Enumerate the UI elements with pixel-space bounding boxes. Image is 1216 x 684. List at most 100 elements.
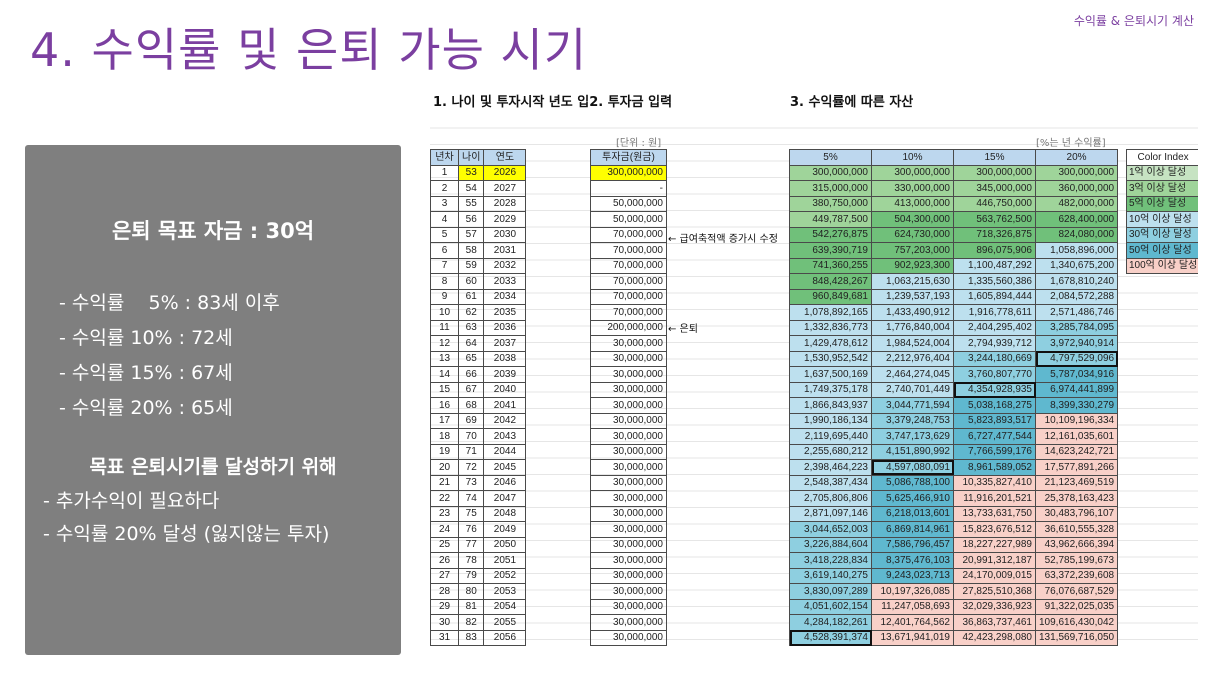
table-cell[interactable]: 30,000,000 — [590, 536, 667, 553]
table-cell[interactable]: 30,000,000 — [590, 366, 667, 383]
table-cell[interactable]: 6,974,441,899 — [1034, 381, 1119, 398]
table-cell[interactable]: 2045 — [483, 459, 527, 476]
table-cell[interactable]: 2056 — [483, 629, 527, 646]
table-cell[interactable]: 1,605,894,444 — [953, 288, 1036, 305]
table-cell[interactable]: 20 — [430, 459, 459, 476]
table-cell[interactable]: 2 — [430, 180, 459, 197]
table-cell[interactable]: 19 — [430, 443, 459, 460]
table-cell[interactable]: 1,637,500,169 — [789, 366, 872, 383]
table-cell[interactable]: 3,760,807,770 — [953, 366, 1036, 383]
table-cell[interactable]: 50,000,000 — [590, 211, 667, 228]
table-cell[interactable]: 11 — [430, 319, 459, 336]
table-cell[interactable]: 30,000,000 — [590, 521, 667, 538]
table-cell[interactable]: 78 — [457, 552, 485, 569]
table-cell[interactable]: 13,671,941,019 — [871, 629, 954, 646]
table-cell[interactable]: 848,428,267 — [789, 273, 872, 290]
table-cell[interactable]: 91,322,025,035 — [1034, 598, 1119, 615]
table-cell[interactable]: 1,984,524,004 — [871, 335, 954, 352]
table-cell[interactable]: 1,429,478,612 — [789, 335, 872, 352]
spreadsheet[interactable]: [단위 : 원] [%는 년 수익률] 년차 나이 연도 1 53 2026 2 54 2… — [430, 112, 1198, 655]
table-cell[interactable]: 2036 — [483, 319, 527, 336]
table-cell[interactable]: 53 — [457, 164, 485, 181]
table-cell[interactable]: 2052 — [483, 567, 527, 584]
table-cell[interactable]: 1,100,487,292 — [953, 257, 1036, 274]
table-cell[interactable]: 18 — [430, 428, 459, 445]
table-cell[interactable]: 2032 — [483, 257, 527, 274]
table-cell[interactable]: 15 — [430, 381, 459, 398]
table-cell[interactable]: 896,075,906 — [953, 242, 1036, 259]
table-cell[interactable]: 30,000,000 — [590, 598, 667, 615]
table-cell[interactable]: 5,086,788,100 — [871, 474, 954, 491]
table-cell[interactable]: 10,335,827,410 — [953, 474, 1036, 491]
table-cell[interactable]: 3,619,140,275 — [789, 567, 872, 584]
table-cell[interactable]: 6,218,013,601 — [871, 505, 954, 522]
table-cell[interactable]: 36,610,555,328 — [1034, 521, 1119, 538]
table-cell[interactable]: 12,401,764,562 — [871, 614, 954, 631]
table-cell[interactable]: 2,794,939,712 — [953, 335, 1036, 352]
table-cell[interactable]: 2047 — [483, 490, 527, 507]
table-cell[interactable]: 77 — [457, 536, 485, 553]
table-cell[interactable]: 10,197,326,085 — [871, 583, 954, 600]
table-cell[interactable]: 741,360,255 — [789, 257, 872, 274]
table-cell[interactable]: 345,000,000 — [953, 180, 1036, 197]
table-cell[interactable]: 75 — [457, 505, 485, 522]
table-cell[interactable]: 64 — [457, 335, 485, 352]
table-cell[interactable]: 30,000,000 — [590, 443, 667, 460]
table-cell[interactable]: 24,170,009,015 — [953, 567, 1036, 584]
table-cell[interactable]: 30,483,796,107 — [1034, 505, 1119, 522]
table-cell[interactable]: 2034 — [483, 288, 527, 305]
table-cell[interactable]: 824,080,000 — [1034, 226, 1119, 243]
table-cell[interactable]: 13 — [430, 350, 459, 367]
table-cell[interactable]: 17 — [430, 412, 459, 429]
table-cell[interactable]: 315,000,000 — [789, 180, 872, 197]
table-cell[interactable]: 3,972,940,914 — [1034, 335, 1119, 352]
table-cell[interactable]: 70,000,000 — [590, 288, 667, 305]
table-cell[interactable]: 4,797,529,096 — [1034, 350, 1119, 367]
table-cell[interactable]: 2028 — [483, 195, 527, 212]
table-cell[interactable]: 300,000,000 — [590, 164, 667, 181]
table-cell[interactable]: 81 — [457, 598, 485, 615]
table-cell[interactable]: 67 — [457, 381, 485, 398]
table-cell[interactable]: 30,000,000 — [590, 335, 667, 352]
table-cell[interactable]: 2,212,976,404 — [871, 350, 954, 367]
table-cell[interactable]: 1,340,675,200 — [1034, 257, 1119, 274]
table-cell[interactable]: 3 — [430, 195, 459, 212]
table-cell[interactable]: 2026 — [483, 164, 527, 181]
table-cell[interactable]: 42,423,298,080 — [953, 629, 1036, 646]
table-cell[interactable]: 30,000,000 — [590, 552, 667, 569]
table-cell[interactable]: 16 — [430, 397, 459, 414]
table-cell[interactable]: 70,000,000 — [590, 304, 667, 321]
table-cell[interactable]: 66 — [457, 366, 485, 383]
table-cell[interactable]: 2054 — [483, 598, 527, 615]
table-cell[interactable]: 1,916,778,611 — [953, 304, 1036, 321]
table-cell[interactable]: 2027 — [483, 180, 527, 197]
table-cell[interactable]: 26 — [430, 552, 459, 569]
table-cell[interactable]: 300,000,000 — [871, 164, 954, 181]
table-cell[interactable]: 2,084,572,288 — [1034, 288, 1119, 305]
table-cell[interactable]: 2055 — [483, 614, 527, 631]
table-cell[interactable]: 15,823,676,512 — [953, 521, 1036, 538]
table-cell[interactable]: 7,766,599,176 — [953, 443, 1036, 460]
table-cell[interactable]: 4,528,391,374 — [789, 629, 872, 646]
table-cell[interactable]: 4,284,182,261 — [789, 614, 872, 631]
table-cell[interactable]: 3,226,884,604 — [789, 536, 872, 553]
table-cell[interactable]: 17,577,891,266 — [1034, 459, 1119, 476]
table-cell[interactable]: 2040 — [483, 381, 527, 398]
table-cell[interactable]: 5,038,168,275 — [953, 397, 1036, 414]
table-cell[interactable]: 12 — [430, 335, 459, 352]
table-cell[interactable]: 43,962,666,394 — [1034, 536, 1119, 553]
table-cell[interactable]: 131,569,716,050 — [1034, 629, 1119, 646]
table-cell[interactable]: 757,203,000 — [871, 242, 954, 259]
table-cell[interactable]: 380,750,000 — [789, 195, 872, 212]
table-cell[interactable]: 449,787,500 — [789, 211, 872, 228]
table-cell[interactable]: 70,000,000 — [590, 226, 667, 243]
table-cell[interactable]: 30 — [430, 614, 459, 631]
table-cell[interactable]: 32,029,336,923 — [953, 598, 1036, 615]
table-cell[interactable]: 60 — [457, 273, 485, 290]
table-cell[interactable]: 2049 — [483, 521, 527, 538]
table-cell[interactable]: 68 — [457, 397, 485, 414]
table-cell[interactable]: 83 — [457, 629, 485, 646]
table-cell[interactable]: 4,151,890,992 — [871, 443, 954, 460]
table-cell[interactable]: 1,530,952,542 — [789, 350, 872, 367]
table-cell[interactable]: 2033 — [483, 273, 527, 290]
